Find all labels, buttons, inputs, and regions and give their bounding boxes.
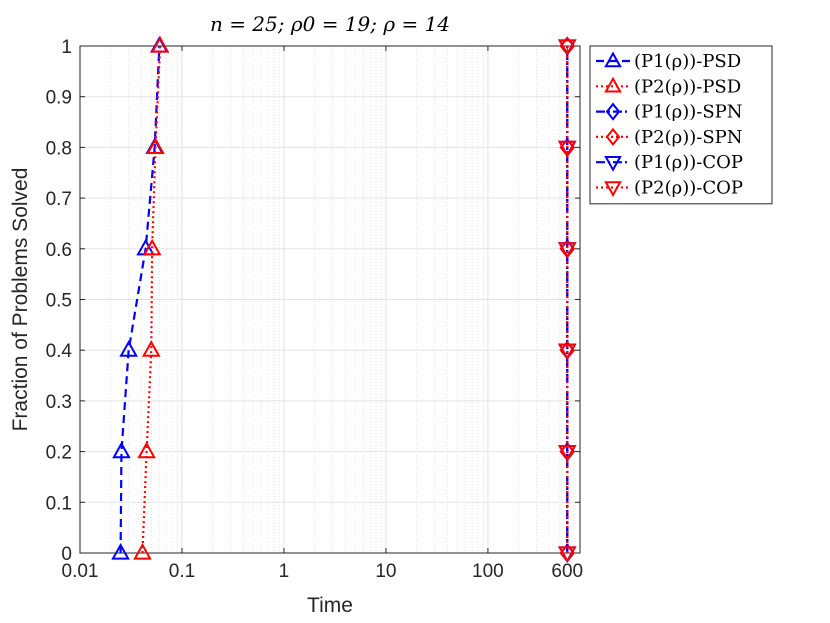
series-line	[119, 45, 161, 554]
legend-label: (P1(ρ))-COP	[634, 152, 743, 173]
legend-label: (P1(ρ))-SPN	[634, 102, 743, 123]
y-tick-label: 0.1	[46, 493, 72, 514]
y-tick-label: 0.5	[46, 291, 72, 312]
legend-label: (P2(ρ))-PSD	[634, 76, 741, 97]
x-tick-label: 0.01	[62, 561, 99, 582]
grid	[79, 45, 580, 554]
legend-label: (P1(ρ))-PSD	[634, 51, 741, 72]
data-point	[111, 542, 130, 560]
x-axis-tick-labels: 0.01 0.1 1 10 100 600	[62, 561, 584, 582]
data-point	[557, 445, 577, 462]
x-tick-label: 0.1	[169, 561, 195, 582]
y-tick-label: 1	[61, 37, 72, 58]
data-point	[557, 242, 577, 259]
legend-marker	[604, 51, 622, 68]
legend-item: (P2(ρ))-COP	[596, 178, 743, 199]
y-tick-label: 0.6	[46, 240, 72, 261]
legend-marker	[605, 102, 621, 121]
y-tick-label: 0	[61, 544, 72, 565]
legend-item: (P1(ρ))-PSD	[596, 51, 741, 72]
y-tick-label: 0.4	[46, 341, 73, 362]
y-tick-label: 0.8	[46, 138, 72, 159]
data-point	[557, 343, 577, 361]
legend-marker	[605, 127, 621, 147]
x-axis-title: Time	[307, 594, 353, 617]
data-point	[150, 35, 170, 53]
data-point	[119, 340, 138, 357]
data-point	[142, 238, 162, 256]
y-axis-tick-labels: 0 0.1 0.2 0.3 0.4 0.5 0.6 0.7 0.8 0.9 1	[46, 37, 73, 565]
legend-marker	[604, 76, 622, 93]
legend-label: (P2(ρ))-COP	[634, 178, 743, 199]
x-tick-label: 100	[472, 561, 504, 582]
data-point	[557, 39, 577, 57]
series	[111, 35, 577, 564]
data-point	[146, 137, 165, 154]
data-point	[137, 441, 156, 459]
series-6	[557, 39, 577, 564]
legend: (P1(ρ))-PSD (P2(ρ))-PSD (P1(ρ))-SPN (P2(ρ))…	[589, 45, 773, 205]
legend-item: (P2(ρ))-PSD	[596, 76, 741, 97]
legend-item: (P2(ρ))-SPN	[596, 127, 743, 148]
legend-marker	[604, 181, 622, 198]
legend-item: (P1(ρ))-COP	[596, 152, 743, 173]
y-tick-label: 0.2	[46, 443, 72, 464]
plot-area	[79, 35, 581, 564]
legend-item: (P1(ρ))-SPN	[596, 102, 743, 123]
data-point	[141, 340, 161, 357]
series-2	[133, 35, 170, 560]
y-tick-label: 0.9	[46, 88, 72, 109]
x-tick-label: 600	[551, 561, 583, 582]
legend-box	[589, 45, 773, 205]
legend-label: (P2(ρ))-SPN	[634, 127, 743, 148]
chart-title: n = 25; ρ0 = 19; ρ = 14	[210, 12, 450, 36]
data-point	[557, 140, 577, 158]
data-point	[133, 542, 152, 560]
y-tick-label: 0.7	[46, 189, 72, 210]
y-tick-label: 0.3	[46, 392, 72, 413]
x-tick-label: 1	[279, 561, 290, 582]
data-point	[112, 441, 131, 459]
data-point	[557, 546, 577, 564]
y-axis-title: Fraction of Problems Solved	[9, 168, 32, 432]
x-tick-label: 10	[375, 561, 396, 582]
legend-marker	[604, 155, 622, 172]
